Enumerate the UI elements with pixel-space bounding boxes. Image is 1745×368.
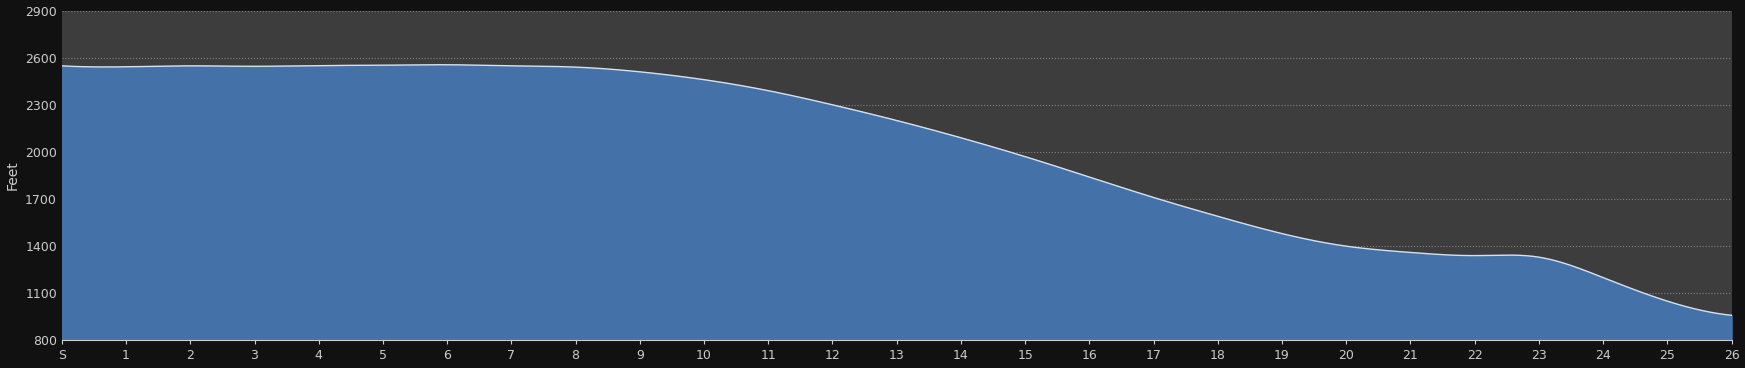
- Y-axis label: Feet: Feet: [5, 160, 19, 190]
